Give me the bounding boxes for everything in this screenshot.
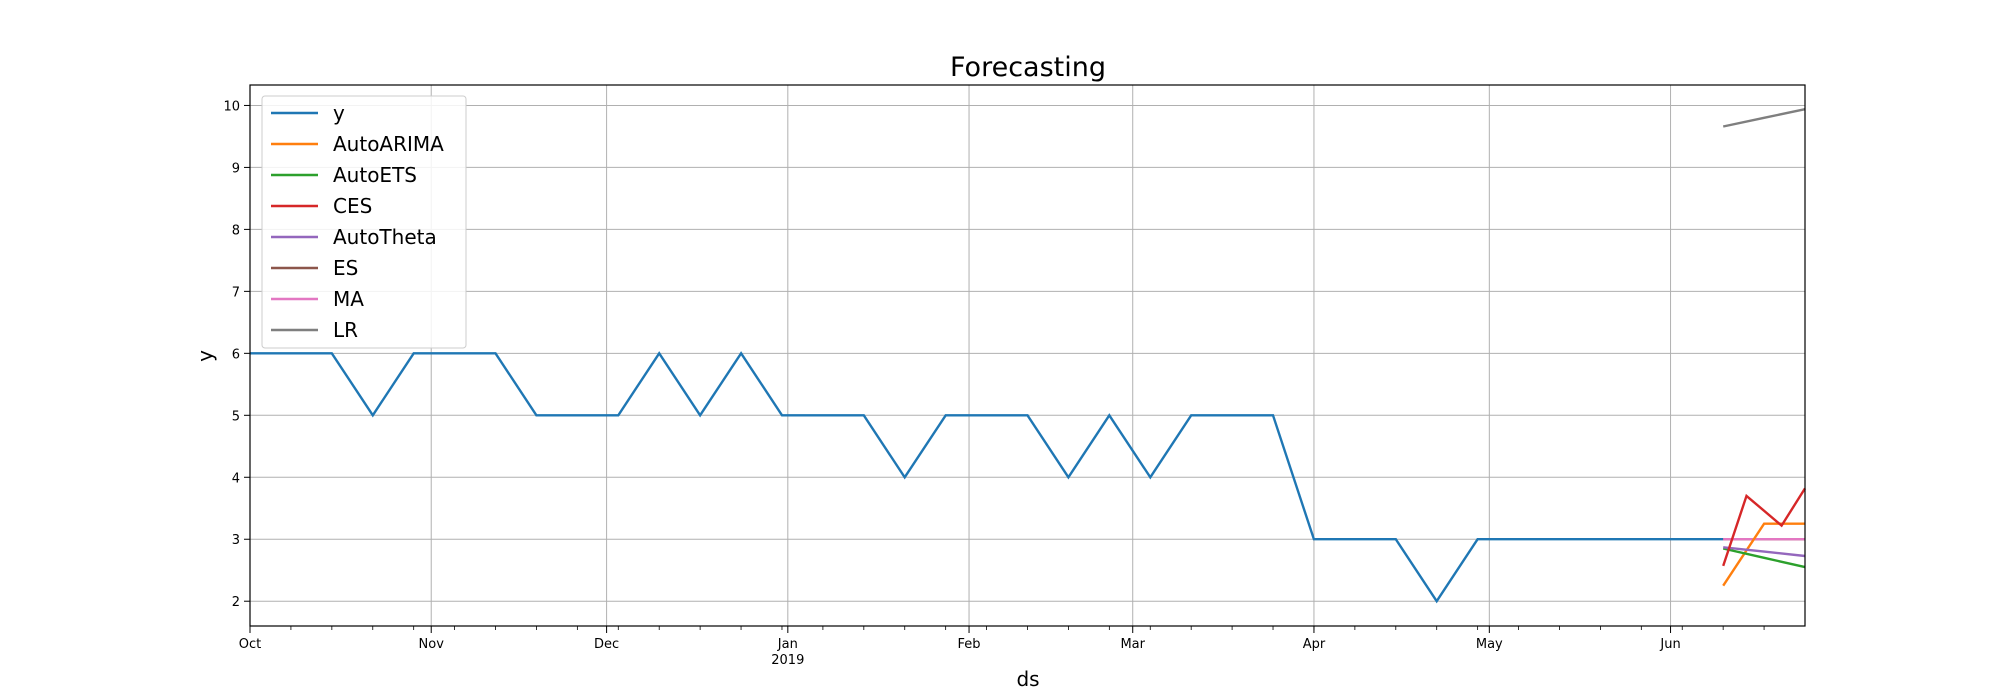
- x-tick-sublabel: 2019: [771, 653, 804, 668]
- chart-title: Forecasting: [950, 52, 1106, 83]
- legend-label-autotheta: AutoTheta: [333, 225, 437, 249]
- legend-box: [261, 95, 467, 349]
- series-line-y: [250, 351, 1724, 604]
- x-tick-label: Dec: [594, 637, 619, 652]
- legend-label-lr: LR: [333, 318, 358, 342]
- x-tick-label: Apr: [1303, 637, 1326, 652]
- y-tick-label: 8: [232, 223, 240, 238]
- legend-label-autoarima: AutoARIMA: [333, 132, 444, 156]
- legend-label-es: ES: [333, 256, 358, 280]
- series-line-lr: [1722, 108, 1806, 128]
- x-tick-label: Mar: [1120, 637, 1145, 652]
- series-line-autoets: [1722, 547, 1806, 569]
- y-tick-label: 10: [223, 99, 240, 114]
- x-tick-label: Jun: [1659, 637, 1680, 652]
- y-tick-label: 3: [232, 533, 240, 548]
- grid-layer: [249, 85, 1805, 626]
- y-axis-label: y: [193, 350, 217, 362]
- legend-label-autoets: AutoETS: [333, 163, 417, 187]
- x-tick-label: May: [1476, 637, 1503, 652]
- y-tick-label: 6: [232, 347, 240, 362]
- y-tick-label: 2: [232, 595, 240, 610]
- legend-label-y: y: [333, 101, 345, 125]
- y-tick-label: 4: [232, 471, 240, 486]
- x-tick-label: Feb: [958, 637, 981, 652]
- plot-frame: [249, 84, 1806, 627]
- series-line-autotheta: [1723, 546, 1806, 558]
- legend-label-ma: MA: [333, 287, 364, 311]
- x-axis-label: ds: [1016, 667, 1039, 691]
- series-line-ces: [1722, 487, 1807, 567]
- y-tick-label: 5: [232, 409, 240, 424]
- legend-label-ces: CES: [333, 194, 372, 218]
- x-tick-label: Jan: [777, 637, 798, 652]
- series-layer: [250, 108, 1807, 604]
- series-line-autoarima: [1722, 522, 1805, 587]
- y-tick-label: 9: [232, 161, 240, 176]
- y-tick-label: 7: [232, 285, 240, 300]
- x-tick-label: Nov: [419, 637, 445, 652]
- legend: y AutoARIMA AutoETS CES AutoTheta ES MA LR: [261, 95, 467, 349]
- x-tick-label: Oct: [239, 637, 261, 652]
